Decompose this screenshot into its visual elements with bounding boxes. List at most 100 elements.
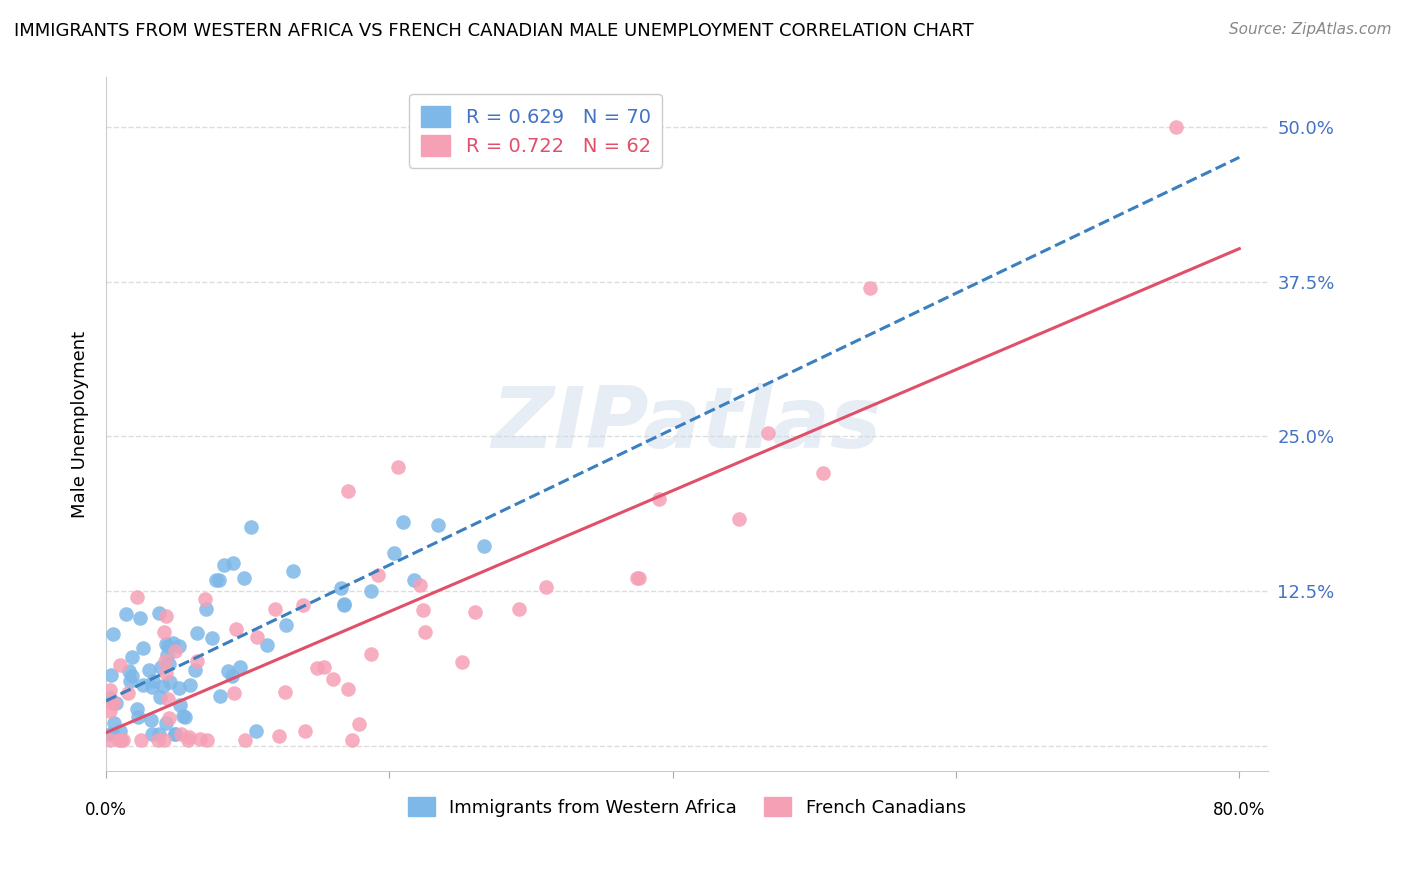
Point <box>534 580 557 594</box>
Point <box>409 577 432 591</box>
Point <box>233 732 256 747</box>
Point <box>111 732 134 747</box>
Point <box>224 686 246 700</box>
Point <box>114 607 136 622</box>
Point <box>127 710 149 724</box>
Point <box>627 571 650 585</box>
Point <box>626 571 648 585</box>
Point <box>117 664 139 678</box>
Point <box>117 686 139 700</box>
Point <box>412 602 434 616</box>
Point <box>128 611 150 625</box>
Point <box>141 680 163 694</box>
Point <box>188 732 211 747</box>
Point <box>208 574 231 588</box>
Point <box>811 466 834 480</box>
Point <box>142 673 165 688</box>
Point <box>98 683 121 698</box>
Point <box>152 732 174 747</box>
Point <box>139 714 162 728</box>
Point <box>217 664 239 678</box>
Point <box>141 726 163 740</box>
Point <box>201 632 224 646</box>
Point <box>221 669 243 683</box>
Point <box>100 667 122 681</box>
Point <box>194 591 217 606</box>
Point <box>222 557 245 571</box>
Point <box>170 726 193 740</box>
Point <box>132 640 155 655</box>
Point <box>307 661 329 675</box>
Point <box>337 681 360 696</box>
Point <box>155 609 177 624</box>
Point <box>336 483 359 498</box>
Point <box>108 724 131 739</box>
Point <box>382 545 405 559</box>
Point <box>186 625 208 640</box>
Point <box>121 669 143 683</box>
Point <box>246 630 269 644</box>
Text: Source: ZipAtlas.com: Source: ZipAtlas.com <box>1229 22 1392 37</box>
Point <box>176 732 198 747</box>
Point <box>121 650 143 665</box>
Point <box>195 732 218 747</box>
Point <box>387 460 409 475</box>
Point <box>179 678 201 692</box>
Point <box>245 724 267 739</box>
Point <box>138 663 160 677</box>
Point <box>152 624 174 639</box>
Point <box>404 573 426 587</box>
Point <box>263 601 285 615</box>
Point <box>101 696 124 710</box>
Point <box>172 709 194 723</box>
Point <box>312 660 335 674</box>
Point <box>273 685 295 699</box>
Point <box>127 590 149 604</box>
Point <box>208 689 231 703</box>
Point <box>159 674 181 689</box>
Point <box>152 679 174 693</box>
Point <box>103 696 125 710</box>
Point <box>360 583 382 598</box>
Point <box>155 654 177 668</box>
Point <box>98 726 121 740</box>
Point <box>98 704 121 718</box>
Point <box>347 717 370 731</box>
Y-axis label: Male Unemployment: Male Unemployment <box>72 331 89 517</box>
Point <box>169 698 191 713</box>
Point <box>427 517 450 532</box>
Point <box>148 606 170 620</box>
Point <box>727 512 749 526</box>
Point <box>240 520 263 534</box>
Point <box>131 678 153 692</box>
Text: 0.0%: 0.0% <box>84 801 127 819</box>
Point <box>157 657 180 672</box>
Point <box>212 558 235 573</box>
Point <box>150 660 173 674</box>
Point <box>186 654 208 668</box>
Point <box>146 732 169 747</box>
Point <box>149 690 172 704</box>
Point <box>292 598 315 612</box>
Point <box>98 732 121 747</box>
Point <box>332 597 354 611</box>
Point <box>329 581 352 595</box>
Point <box>415 625 437 640</box>
Point <box>98 690 121 705</box>
Point <box>162 636 184 650</box>
Point <box>184 663 207 677</box>
Point <box>155 666 177 681</box>
Point <box>340 732 363 747</box>
Point <box>156 691 179 706</box>
Point <box>367 568 389 582</box>
Point <box>648 491 671 506</box>
Point <box>104 696 127 710</box>
Point <box>360 648 382 662</box>
Point <box>163 726 186 740</box>
Point <box>169 681 191 696</box>
Point <box>163 644 186 658</box>
Point <box>859 281 882 295</box>
Point <box>451 656 474 670</box>
Point <box>169 639 191 653</box>
Point <box>148 726 170 740</box>
